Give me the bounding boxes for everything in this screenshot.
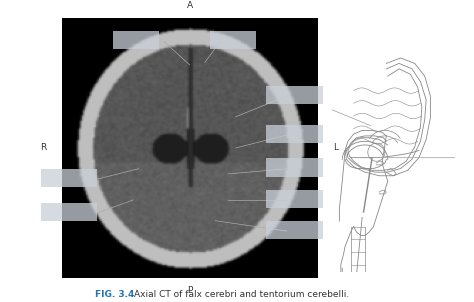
- Text: Axial CT of falx cerebri and tentorium cerebelli.: Axial CT of falx cerebri and tentorium c…: [134, 290, 349, 299]
- Bar: [266, 221, 323, 239]
- Text: P: P: [187, 286, 192, 295]
- Text: A: A: [187, 1, 192, 10]
- Bar: [41, 169, 98, 187]
- Bar: [210, 31, 256, 49]
- Bar: [266, 190, 323, 208]
- Text: L: L: [333, 143, 338, 153]
- Bar: [113, 31, 159, 49]
- Text: R: R: [41, 143, 47, 153]
- Bar: [266, 125, 323, 143]
- Bar: [266, 158, 323, 177]
- Bar: [266, 86, 323, 104]
- Bar: [41, 203, 98, 221]
- Text: FIG. 3.4: FIG. 3.4: [95, 290, 134, 299]
